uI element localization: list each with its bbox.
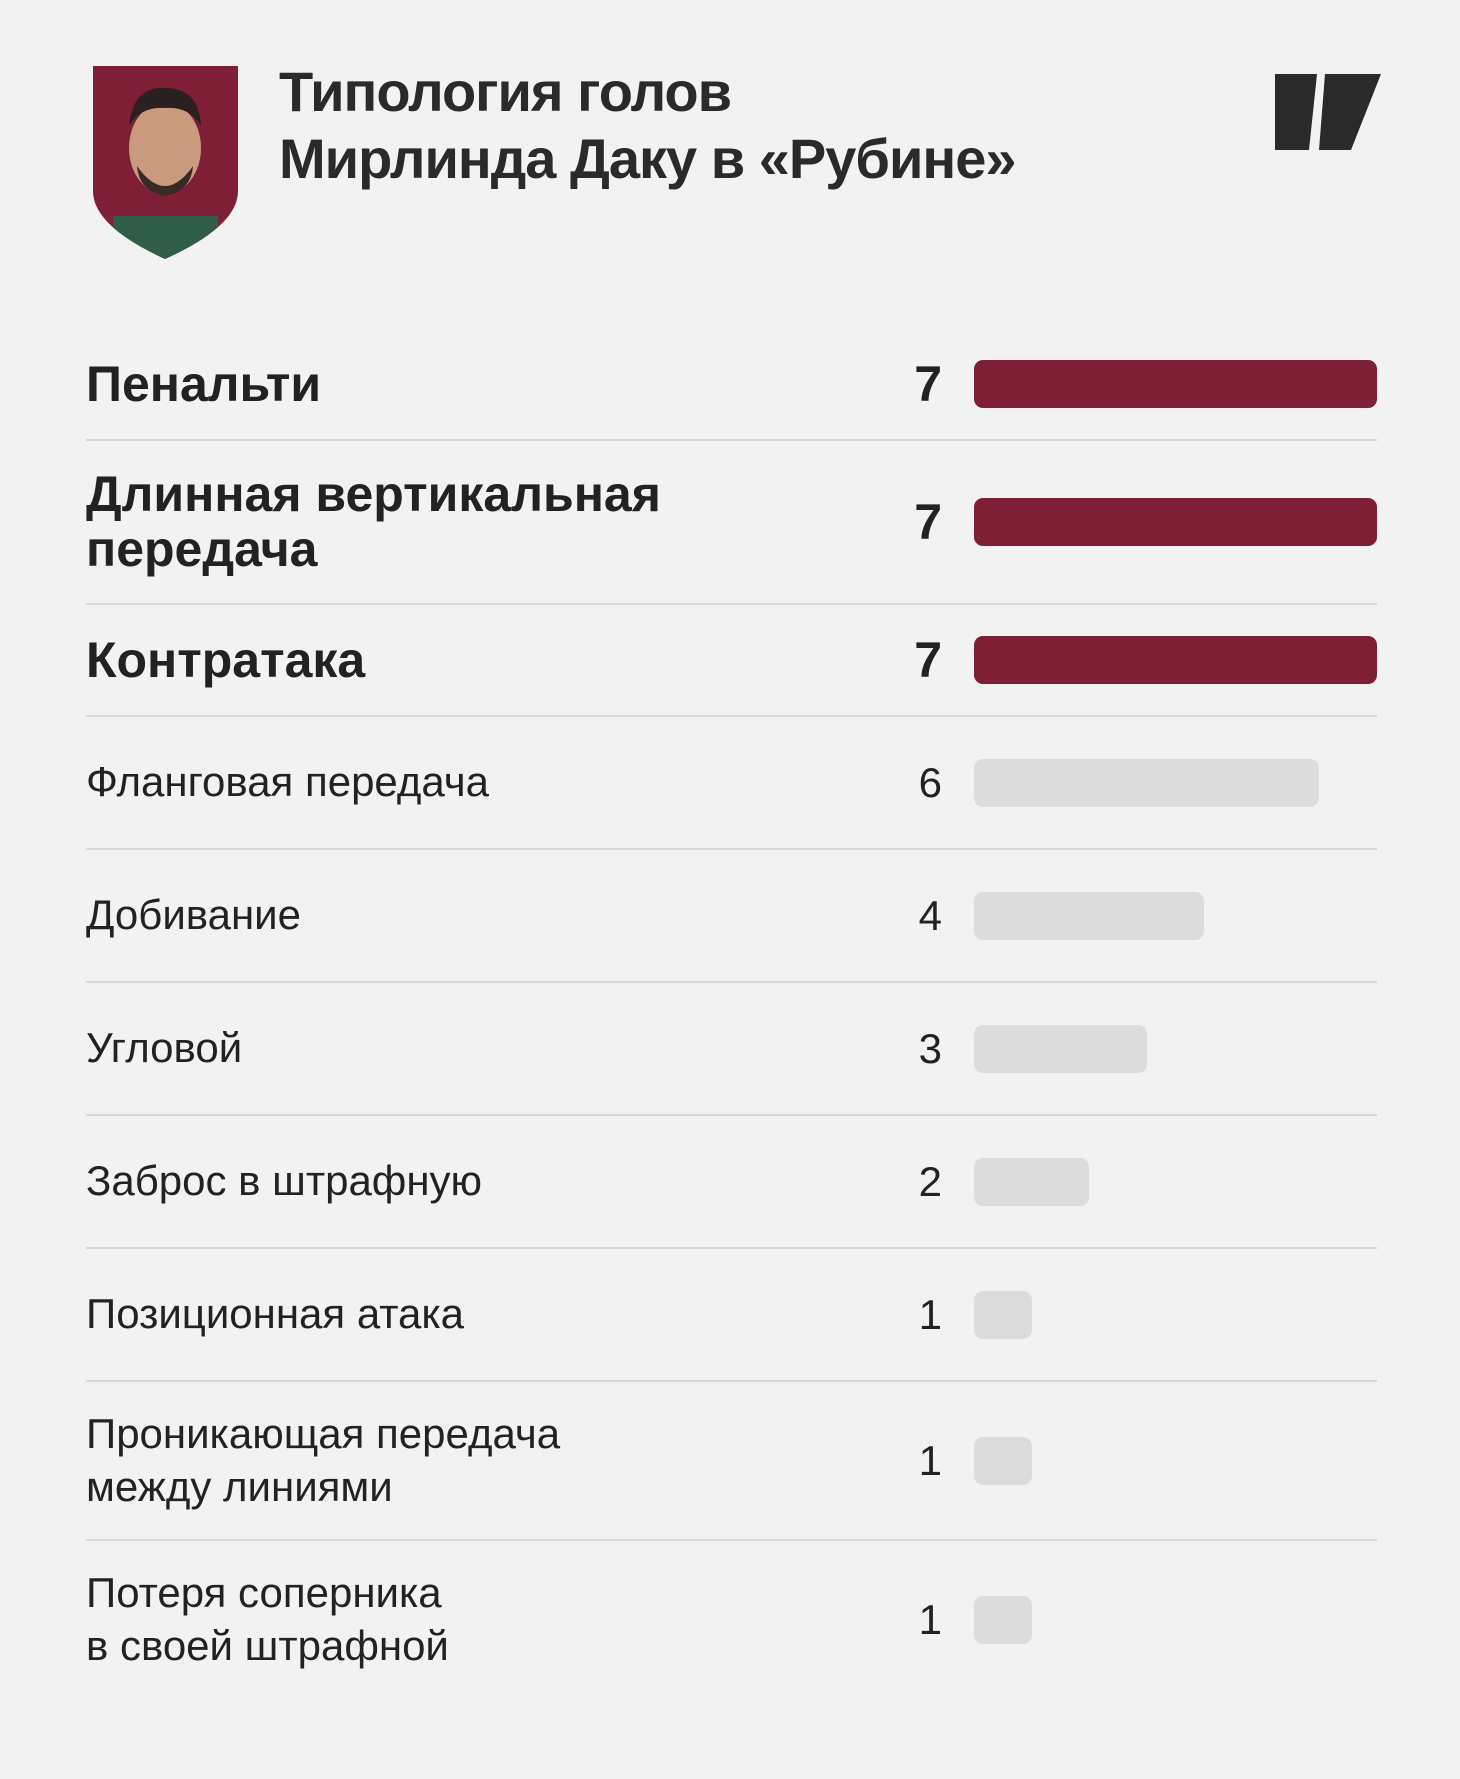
- bar: [974, 758, 1320, 807]
- bar: [974, 360, 1377, 408]
- bar: [974, 1595, 1032, 1644]
- value-label: 4: [918, 891, 942, 939]
- bar-track: [974, 498, 1377, 546]
- bar-track: [974, 1595, 1377, 1644]
- row: Позиционная атака 1: [86, 1249, 1377, 1382]
- category-label: Позиционная атака: [86, 1290, 465, 1338]
- row: Пенальти 7: [86, 329, 1377, 441]
- category-label: Пенальти: [86, 355, 322, 412]
- row: Длинная вертикальная передача 7: [86, 441, 1377, 605]
- row: Контратака 7: [86, 605, 1377, 717]
- bar: [974, 636, 1377, 684]
- bar-track: [974, 1157, 1377, 1206]
- chart-title: Типология голов Мирлинда Даку в «Рубине»: [279, 60, 1016, 191]
- category-label: Контратака: [86, 631, 366, 688]
- row: Угловой 3: [86, 983, 1377, 1116]
- row: Заброс в штрафную 2: [86, 1116, 1377, 1249]
- row: Проникающая передача между линиями 1: [86, 1382, 1377, 1541]
- value-label: 7: [914, 632, 942, 688]
- value-label: 3: [918, 1024, 942, 1072]
- category-label: Длинная вертикальная передача: [86, 466, 661, 577]
- chart: Пенальти 7 Длинная вертикальная передача 7 К…: [86, 329, 1377, 1698]
- value-label: 1: [918, 1436, 942, 1484]
- bar: [974, 1436, 1032, 1485]
- value-label: 7: [914, 494, 942, 550]
- value-label: 7: [914, 356, 942, 412]
- bar-track: [974, 758, 1377, 807]
- bar-track: [974, 360, 1377, 408]
- bar-track: [974, 1290, 1377, 1339]
- player-photo: [93, 66, 238, 259]
- bar: [974, 1024, 1147, 1073]
- row: Потеря соперника в своей штрафной 1: [86, 1541, 1377, 1698]
- value-label: 1: [918, 1595, 942, 1643]
- value-label: 6: [918, 758, 942, 806]
- bar-track: [974, 1024, 1377, 1073]
- category-label: Заброс в штрафную: [86, 1157, 483, 1205]
- logo: [1275, 74, 1381, 150]
- category-label: Добивание: [86, 891, 302, 939]
- bar: [974, 1157, 1090, 1206]
- bar: [974, 1290, 1032, 1339]
- bar-track: [974, 1436, 1377, 1485]
- category-label: Фланговая передача: [86, 758, 490, 806]
- category-label: Угловой: [86, 1024, 243, 1072]
- value-label: 2: [918, 1157, 942, 1205]
- row: Добивание 4: [86, 850, 1377, 983]
- value-label: 1: [918, 1290, 942, 1338]
- bar-track: [974, 636, 1377, 684]
- bar: [974, 498, 1377, 546]
- bar: [974, 891, 1205, 940]
- row: Фланговая передача 6: [86, 717, 1377, 850]
- category-label: Проникающая передача между линиями: [86, 1410, 561, 1510]
- category-label: Потеря соперника в своей штрафной: [86, 1569, 449, 1669]
- bar-track: [974, 891, 1377, 940]
